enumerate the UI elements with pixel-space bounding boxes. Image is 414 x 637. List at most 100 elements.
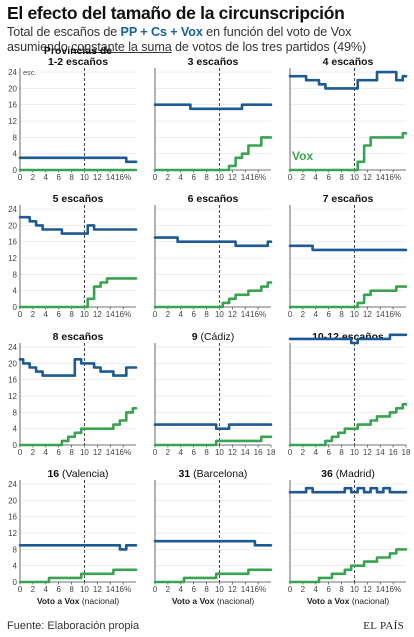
y-tick-label: 12 [8, 117, 17, 126]
x-tick-label: 0 [153, 310, 158, 319]
series-line-green [288, 402, 408, 447]
y-tick-label: 24 [8, 205, 17, 214]
y-tick-label: 0 [13, 578, 18, 587]
x-tick-label: 12 [228, 310, 237, 319]
y-tick-label: 20 [8, 84, 17, 93]
series-line-blue [288, 244, 408, 252]
x-tick-label: 6 [191, 585, 196, 594]
panel-title-bold: 31 [179, 468, 191, 480]
y-tick-label: 12 [8, 392, 17, 401]
panel-title: 10-12 escaños [312, 331, 384, 343]
x-tick-label: 10 [350, 173, 359, 182]
x-axis-label-normal: (nacional) [79, 596, 119, 606]
subtitle-text-3: asumiendo [7, 40, 72, 54]
x-tick-label: 6 [326, 310, 331, 319]
y-tick-label: 0 [13, 166, 18, 175]
x-tick-label: 10 [80, 310, 89, 319]
x-tick-label: 14 [106, 448, 115, 457]
x-tick-label: 14 [241, 448, 250, 457]
x-tick-label: 8 [69, 173, 74, 182]
x-tick-label: 10 [80, 585, 89, 594]
series-line-green [153, 281, 273, 309]
panel-2: 3 escaños 0 2 4 6 8 10 12 14 16% [153, 56, 273, 182]
x-tick-label: 0 [18, 585, 23, 594]
x-tick-label: 12 [93, 585, 102, 594]
panel-title-bold: 8 escaños [53, 331, 104, 343]
y-tick-label: 0 [13, 303, 18, 312]
x-tick-label: 0 [153, 585, 158, 594]
x-tick-label: 2 [31, 448, 36, 457]
x-tick-label: 4 [44, 585, 49, 594]
x-tick-label: 6 [326, 173, 331, 182]
x-tick-label: 4 [44, 310, 49, 319]
footer-source: Fuente: Elaboración propia [7, 620, 140, 632]
y-tick-label: 12 [8, 529, 17, 538]
panel-title: 8 escaños [53, 331, 104, 343]
x-tick-label: 2 [301, 310, 306, 319]
series-line-green [18, 407, 138, 447]
x-tick-label: 16% [385, 585, 401, 594]
y-tick-label: 8 [13, 408, 18, 417]
subtitle-text-2: en función del voto de Vox [202, 25, 352, 39]
series-line-green [153, 435, 273, 447]
panel-title: 3 escaños [188, 56, 239, 68]
series-line-blue [153, 539, 273, 547]
panel-title: 1-2 escaños [48, 56, 108, 68]
x-tick-label: 2 [166, 448, 171, 457]
series-line-green [153, 568, 273, 584]
series-line-green [288, 548, 408, 584]
panel-title: Provincias de [44, 45, 112, 57]
y-tick-label: 16 [8, 238, 17, 247]
x-tick-label: 8 [69, 310, 74, 319]
x-tick-label: 10 [215, 448, 224, 457]
panel-title: 6 escaños [188, 193, 239, 205]
panel-6: 7 escaños 0 2 4 6 8 10 12 14 16% [288, 193, 408, 319]
subtitle-parties: PP + Cs + Vox [120, 25, 203, 39]
x-axis-label-bold: Voto a Vox [172, 596, 215, 606]
subtitle-text-4: de votos de los tres partidos (49%) [171, 40, 367, 54]
x-tick-label: 8 [339, 585, 344, 594]
panel-12: 36 (Madrid) 0 2 4 6 8 10 12 14 16% Voto a Vox (nac… [288, 468, 408, 606]
panel-title-normal: (Cádiz) [198, 331, 235, 343]
panel-title: 36 (Madrid) [321, 468, 375, 480]
y-tick-label: 24 [8, 480, 17, 489]
x-tick-label: 0 [288, 310, 293, 319]
x-tick-label: 14 [241, 310, 250, 319]
x-tick-label: 0 [18, 448, 23, 457]
y-tick-label: 16 [8, 513, 17, 522]
x-tick-label: 14 [376, 173, 385, 182]
x-tick-label: 12 [363, 173, 372, 182]
x-tick-label: 18 [267, 448, 276, 457]
x-tick-label: 6 [191, 448, 196, 457]
x-tick-label: 4 [314, 585, 319, 594]
x-tick-label: 10 [215, 585, 224, 594]
panel-title-bold: 6 escaños [188, 193, 239, 205]
panel-title-bold: 16 [47, 468, 59, 480]
series-line-blue [18, 358, 138, 377]
x-tick-label: 12 [93, 448, 102, 457]
x-tick-label: 6 [191, 310, 196, 319]
x-axis-label: Voto a Vox (nacional) [37, 596, 120, 606]
series-line-blue [288, 486, 408, 494]
y-tick-label: 24 [8, 68, 17, 77]
x-tick-label: 8 [204, 310, 209, 319]
y-tick-label: 8 [13, 133, 18, 142]
x-tick-label: 2 [31, 585, 36, 594]
x-tick-label: 2 [166, 585, 171, 594]
chart-subtitle: Total de escaños de PP + Cs + Vox en fun… [7, 25, 366, 55]
series-line-green [153, 136, 273, 172]
x-tick-label: 12 [93, 173, 102, 182]
x-tick-label: 10 [215, 310, 224, 319]
x-tick-label: 6 [56, 173, 61, 182]
x-axis-label-bold: Voto a Vox [307, 596, 350, 606]
series-line-blue [288, 333, 408, 345]
series-line-blue [153, 423, 273, 430]
series-line-blue [18, 156, 138, 164]
subtitle-text-1: Total de escaños de [7, 25, 121, 39]
panel-title-normal: (Madrid) [333, 468, 375, 480]
x-tick-label: 12 [228, 173, 237, 182]
x-axis-label-bold: Voto a Vox [37, 596, 80, 606]
panel-title-bold: 3 escaños [188, 56, 239, 68]
